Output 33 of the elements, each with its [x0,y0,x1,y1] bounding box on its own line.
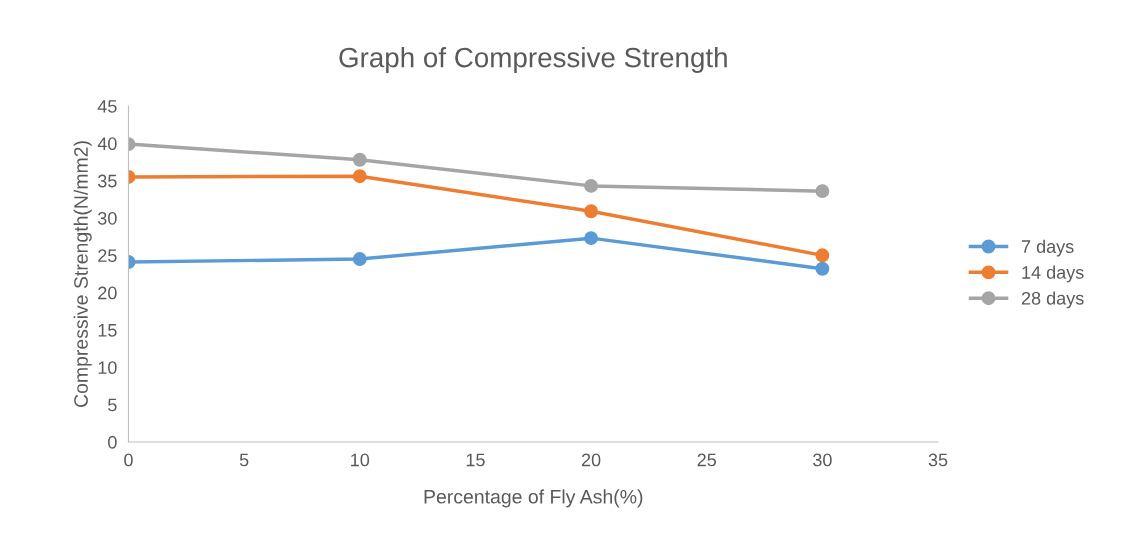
y-tick-label: 5 [108,398,117,412]
point [815,248,830,263]
point [352,152,367,167]
y-tick-label: 30 [97,211,117,225]
legend-label: 28 days [1021,291,1084,309]
chart-title: Graph of Compressive Strength [339,47,727,73]
x-tick-label: 25 [697,453,717,467]
x-tick-label: 5 [239,453,249,467]
x-tick-label: 15 [466,453,485,467]
legend-label: 7 days [1021,239,1074,257]
y-tick-label: 45 [97,100,117,113]
y-tick-label: 0 [108,435,117,449]
x-tick-label: 10 [351,453,370,467]
y-tick-label: 40 [97,137,117,151]
y-tick-label: 10 [98,361,117,375]
y-axis-title: Compressive Strength(N/mm2) [73,141,92,407]
point [584,178,599,193]
point [352,252,367,266]
x-tick-label: 0 [124,453,133,467]
point [352,169,367,184]
y-tick-label: 20 [98,286,117,300]
point [815,184,830,199]
point [815,261,830,276]
x-tick-label: 20 [581,453,601,467]
y-tick-label: 15 [98,324,117,337]
point [584,204,599,219]
legend-label: 14 days [1022,265,1084,283]
y-tick-label: 25 [98,249,117,263]
y-tick-label: 35 [97,174,117,188]
x-tick-label: 35 [928,453,948,467]
x-tick-label: 30 [813,453,832,467]
point [584,231,599,246]
x-axis-title: Percentage of Fly Ash(%) [424,489,643,508]
